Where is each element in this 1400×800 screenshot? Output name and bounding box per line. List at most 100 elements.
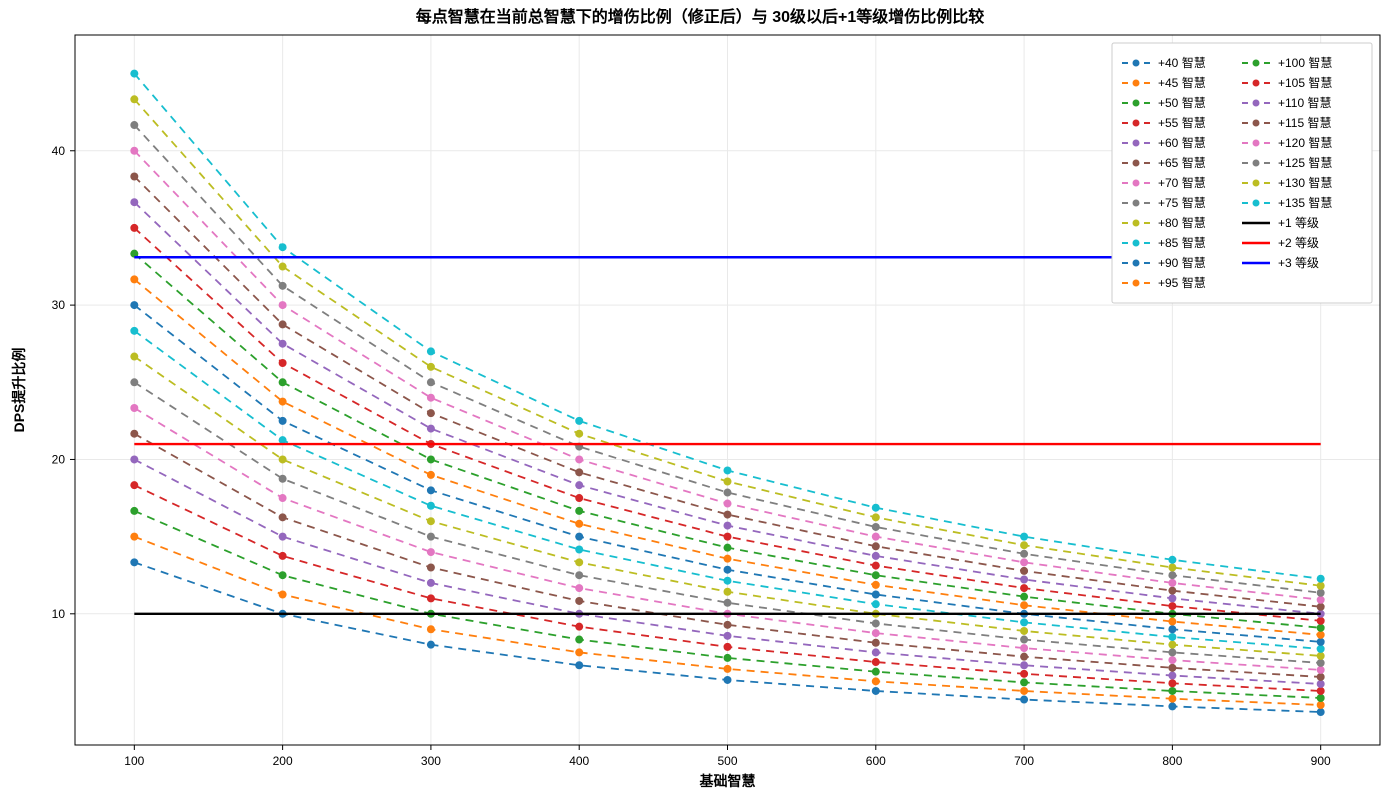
wisdom-marker: [1020, 593, 1028, 601]
wisdom-marker: [1168, 679, 1176, 687]
wisdom-marker: [1317, 708, 1325, 716]
wisdom-marker: [1317, 687, 1325, 695]
legend-label: +3 等级: [1278, 256, 1319, 270]
wisdom-marker: [427, 564, 435, 572]
wisdom-marker: [130, 301, 138, 309]
wisdom-marker: [575, 545, 583, 553]
wisdom-marker: [724, 533, 732, 541]
legend-label: +75 智慧: [1158, 195, 1206, 210]
wisdom-marker: [1020, 636, 1028, 644]
wisdom-marker: [575, 455, 583, 463]
wisdom-marker: [427, 378, 435, 386]
wisdom-marker: [872, 658, 880, 666]
wisdom-marker: [1317, 603, 1325, 611]
wisdom-marker: [1168, 556, 1176, 564]
wisdom-marker: [279, 359, 287, 367]
legend-label: +70 智慧: [1158, 175, 1206, 190]
wisdom-marker: [1317, 659, 1325, 667]
wisdom-marker: [1317, 631, 1325, 639]
wisdom-marker: [724, 511, 732, 519]
legend-label: +40 智慧: [1158, 55, 1206, 70]
wisdom-marker: [1317, 701, 1325, 709]
wisdom-marker: [1168, 594, 1176, 602]
wisdom-marker: [279, 513, 287, 521]
wisdom-marker: [575, 597, 583, 605]
wisdom-marker: [427, 517, 435, 525]
wisdom-marker: [130, 224, 138, 232]
wisdom-marker: [575, 636, 583, 644]
wisdom-marker: [872, 687, 880, 695]
wisdom-marker: [724, 577, 732, 585]
wisdom-marker: [1317, 617, 1325, 625]
wisdom-marker: [1168, 702, 1176, 710]
wisdom-marker: [130, 70, 138, 78]
wisdom-marker: [1168, 695, 1176, 703]
wisdom-marker: [872, 619, 880, 627]
y-axis-label: DPS提升比例: [11, 348, 27, 433]
legend-label: +110 智慧: [1278, 95, 1331, 110]
x-tick-label: 900: [1311, 754, 1331, 768]
wisdom-marker: [130, 481, 138, 489]
wisdom-marker: [1317, 596, 1325, 604]
wisdom-marker: [1317, 673, 1325, 681]
wisdom-marker: [872, 504, 880, 512]
wisdom-marker: [1020, 627, 1028, 635]
wisdom-marker: [1020, 541, 1028, 549]
wisdom-marker: [1317, 575, 1325, 583]
wisdom-marker: [130, 198, 138, 206]
wisdom-marker: [575, 533, 583, 541]
y-tick-label: 40: [52, 144, 66, 158]
wisdom-marker: [872, 581, 880, 589]
wisdom-marker: [724, 665, 732, 673]
wisdom-marker: [575, 661, 583, 669]
y-tick-label: 30: [52, 298, 66, 312]
legend-label: +50 智慧: [1158, 95, 1206, 110]
wisdom-marker: [575, 623, 583, 631]
wisdom-marker: [1020, 661, 1028, 669]
wisdom-marker: [130, 147, 138, 155]
x-tick-label: 500: [717, 754, 737, 768]
wisdom-marker: [279, 263, 287, 271]
wisdom-marker: [130, 121, 138, 129]
x-tick-label: 800: [1162, 754, 1182, 768]
wisdom-marker: [724, 676, 732, 684]
wisdom-marker: [130, 275, 138, 283]
wisdom-marker: [1317, 694, 1325, 702]
wisdom-marker: [130, 404, 138, 412]
wisdom-marker: [1317, 638, 1325, 646]
legend-label: +120 智慧: [1278, 135, 1332, 150]
wisdom-marker: [279, 282, 287, 290]
wisdom-marker: [872, 562, 880, 570]
wisdom-marker: [1168, 664, 1176, 672]
wisdom-marker: [724, 544, 732, 552]
legend-label: +95 智慧: [1158, 275, 1206, 290]
wisdom-marker: [872, 552, 880, 560]
wisdom-marker: [1020, 653, 1028, 661]
wisdom-marker: [1317, 624, 1325, 632]
x-tick-label: 700: [1014, 754, 1034, 768]
legend: +40 智慧+45 智慧+50 智慧+55 智慧+60 智慧+65 智慧+70 …: [1112, 43, 1372, 303]
wisdom-marker: [724, 643, 732, 651]
wisdom-marker: [279, 320, 287, 328]
wisdom-marker: [130, 455, 138, 463]
wisdom-marker: [872, 542, 880, 550]
wisdom-marker: [575, 520, 583, 528]
wisdom-marker: [1020, 678, 1028, 686]
wisdom-marker: [1020, 670, 1028, 678]
legend-label: +135 智慧: [1278, 195, 1332, 210]
wisdom-marker: [724, 489, 732, 497]
legend-label: +2 等级: [1278, 236, 1319, 250]
wisdom-marker: [1168, 633, 1176, 641]
wisdom-marker: [1168, 656, 1176, 664]
wisdom-marker: [872, 513, 880, 521]
wisdom-marker: [1020, 567, 1028, 575]
wisdom-marker: [1168, 564, 1176, 572]
wisdom-marker: [279, 494, 287, 502]
wisdom-marker: [427, 625, 435, 633]
wisdom-marker: [279, 591, 287, 599]
wisdom-marker: [1020, 644, 1028, 652]
wisdom-marker: [724, 632, 732, 640]
wisdom-marker: [427, 425, 435, 433]
wisdom-marker: [427, 486, 435, 494]
legend-label: +45 智慧: [1158, 75, 1206, 90]
